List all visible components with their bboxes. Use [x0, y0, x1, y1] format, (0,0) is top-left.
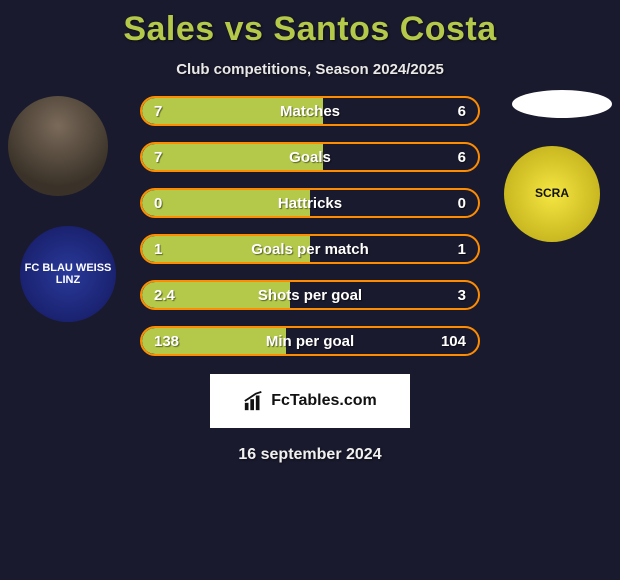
stat-left-value: 7 — [154, 103, 162, 120]
stat-bar: 7 Goals 6 — [140, 142, 480, 172]
stat-right-value: 0 — [458, 195, 466, 212]
stat-left-value: 1 — [154, 241, 162, 258]
comparison-title: Sales vs Santos Costa — [0, 0, 620, 49]
stat-right-value: 1 — [458, 241, 466, 258]
stat-bar: 2.4 Shots per goal 3 — [140, 280, 480, 310]
chart-icon — [243, 390, 265, 412]
brand-text: FcTables.com — [271, 392, 377, 410]
stat-right-value: 3 — [458, 287, 466, 304]
stat-bar: 0 Hattricks 0 — [140, 188, 480, 218]
club-right-badge: SCRA — [504, 146, 600, 242]
club-left-badge: FC BLAU WEISS LINZ — [20, 226, 116, 322]
stat-left-value: 138 — [154, 333, 179, 350]
brand-box: FcTables.com — [210, 374, 410, 428]
stat-right-value: 6 — [458, 149, 466, 166]
stat-left-value: 0 — [154, 195, 162, 212]
player-left-avatar — [8, 96, 108, 196]
stat-label: Min per goal — [266, 333, 354, 350]
comparison-subtitle: Club competitions, Season 2024/2025 — [0, 61, 620, 78]
stat-bars: 7 Matches 6 7 Goals 6 0 Hattricks 0 1 Go… — [140, 96, 480, 372]
stat-label: Goals — [289, 149, 331, 166]
stat-right-value: 104 — [441, 333, 466, 350]
stat-label: Matches — [280, 103, 340, 120]
stat-bar: 7 Matches 6 — [140, 96, 480, 126]
player-right-avatar — [512, 90, 612, 118]
stat-label: Goals per match — [251, 241, 369, 258]
stat-left-value: 2.4 — [154, 287, 175, 304]
stat-label: Hattricks — [278, 195, 342, 212]
stat-label: Shots per goal — [258, 287, 362, 304]
stat-bar: 138 Min per goal 104 — [140, 326, 480, 356]
stat-left-value: 7 — [154, 149, 162, 166]
stat-right-value: 6 — [458, 103, 466, 120]
stat-bar: 1 Goals per match 1 — [140, 234, 480, 264]
club-right-label: SCRA — [535, 187, 569, 200]
generation-date: 16 september 2024 — [0, 446, 620, 464]
club-left-label: FC BLAU WEISS LINZ — [20, 262, 116, 286]
comparison-deck: FC BLAU WEISS LINZ SCRA 7 Matches 6 7 Go… — [0, 96, 620, 366]
